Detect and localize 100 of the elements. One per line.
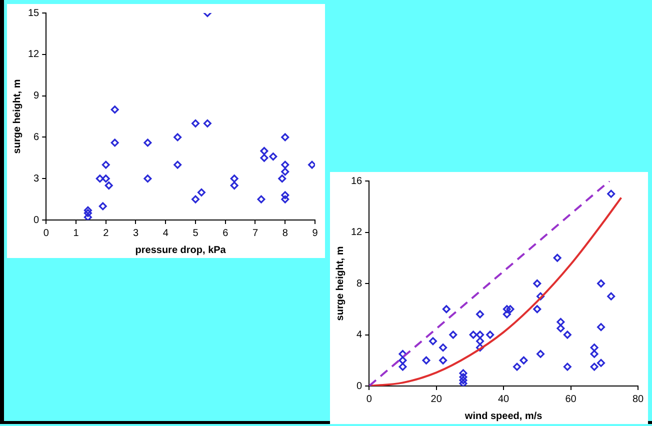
point bbox=[98, 202, 107, 210]
point bbox=[469, 330, 478, 339]
x-tick-label: 20 bbox=[430, 394, 442, 405]
point bbox=[278, 174, 286, 183]
point bbox=[110, 138, 119, 147]
y-tick-label: 12 bbox=[351, 227, 363, 238]
point bbox=[192, 119, 200, 128]
point bbox=[597, 323, 606, 332]
point bbox=[459, 379, 468, 386]
y-tick-label: 6 bbox=[34, 132, 40, 143]
point bbox=[203, 119, 212, 128]
x-tick-label: 3 bbox=[132, 228, 139, 239]
point bbox=[260, 154, 268, 162]
point bbox=[84, 209, 92, 218]
point bbox=[533, 280, 542, 288]
point bbox=[533, 305, 542, 314]
point bbox=[96, 174, 104, 183]
point bbox=[536, 350, 545, 358]
point bbox=[553, 254, 562, 262]
y-tick-label: 3 bbox=[34, 173, 40, 184]
point bbox=[257, 195, 266, 204]
y-tick-label: 16 bbox=[351, 176, 363, 187]
point bbox=[174, 133, 182, 142]
point bbox=[197, 188, 206, 196]
point bbox=[597, 358, 606, 367]
y-tick-label: 0 bbox=[356, 380, 363, 392]
x-tick-label: 1 bbox=[73, 228, 80, 239]
point bbox=[102, 174, 110, 183]
point bbox=[174, 160, 182, 169]
point bbox=[269, 152, 278, 161]
point bbox=[607, 190, 616, 198]
point bbox=[556, 324, 565, 332]
x-tick-label: 6 bbox=[222, 228, 229, 239]
x-tick-label: 7 bbox=[252, 228, 258, 239]
point bbox=[486, 330, 494, 339]
point bbox=[144, 174, 152, 183]
x-tick-label: 9 bbox=[312, 228, 318, 239]
point bbox=[230, 182, 238, 190]
x-tick-label: 2 bbox=[103, 228, 110, 239]
x-tick-label: 80 bbox=[632, 394, 644, 405]
point bbox=[308, 160, 315, 169]
point bbox=[260, 147, 268, 155]
point bbox=[520, 356, 528, 364]
point bbox=[439, 344, 448, 352]
point bbox=[281, 133, 290, 142]
point bbox=[281, 191, 290, 200]
point bbox=[563, 330, 572, 339]
point bbox=[104, 182, 113, 190]
point bbox=[442, 305, 450, 314]
x-tick-label: 4 bbox=[162, 228, 169, 239]
x-tick-label: 60 bbox=[565, 394, 577, 405]
point bbox=[449, 330, 458, 339]
point bbox=[398, 350, 407, 358]
point bbox=[84, 213, 92, 220]
point bbox=[476, 310, 484, 318]
point bbox=[398, 362, 407, 371]
point bbox=[476, 330, 484, 339]
point bbox=[459, 373, 468, 382]
x-tick-label: 40 bbox=[498, 394, 510, 405]
point bbox=[476, 344, 484, 352]
point bbox=[102, 160, 110, 169]
point bbox=[607, 292, 616, 300]
point bbox=[281, 160, 290, 169]
point bbox=[439, 356, 448, 364]
point bbox=[476, 337, 484, 346]
y-axis-title: surge height, m bbox=[12, 79, 23, 154]
point bbox=[590, 350, 598, 358]
point bbox=[144, 138, 152, 147]
y-axis-title: surge height, m bbox=[334, 246, 346, 321]
point bbox=[502, 305, 511, 314]
y-tick-label: 8 bbox=[356, 278, 363, 290]
point bbox=[281, 195, 290, 204]
point bbox=[84, 206, 92, 214]
point bbox=[590, 362, 598, 371]
point bbox=[536, 292, 545, 300]
point bbox=[281, 168, 290, 176]
x-axis-title: pressure drop, kPa bbox=[135, 244, 226, 256]
point bbox=[459, 369, 468, 378]
point bbox=[398, 356, 407, 364]
y-tick-label: 12 bbox=[28, 49, 40, 60]
point bbox=[459, 376, 468, 384]
point bbox=[506, 305, 514, 314]
y-tick-label: 0 bbox=[34, 214, 40, 226]
y-tick-label: 15 bbox=[28, 8, 40, 19]
point bbox=[563, 362, 572, 371]
x-tick-label: 5 bbox=[192, 228, 199, 239]
x-tick-label: 0 bbox=[43, 228, 50, 239]
point bbox=[422, 356, 430, 364]
point bbox=[597, 280, 606, 288]
point bbox=[502, 310, 511, 318]
point bbox=[513, 362, 522, 371]
y-tick-label: 4 bbox=[356, 330, 363, 340]
point bbox=[590, 344, 598, 352]
x-tick-label: 0 bbox=[366, 394, 372, 405]
x-tick-label: 8 bbox=[282, 228, 288, 239]
point bbox=[192, 195, 200, 204]
point bbox=[230, 174, 238, 183]
point bbox=[428, 337, 437, 346]
point bbox=[556, 318, 565, 326]
x-axis-title: wind speed, m/s bbox=[464, 410, 543, 422]
